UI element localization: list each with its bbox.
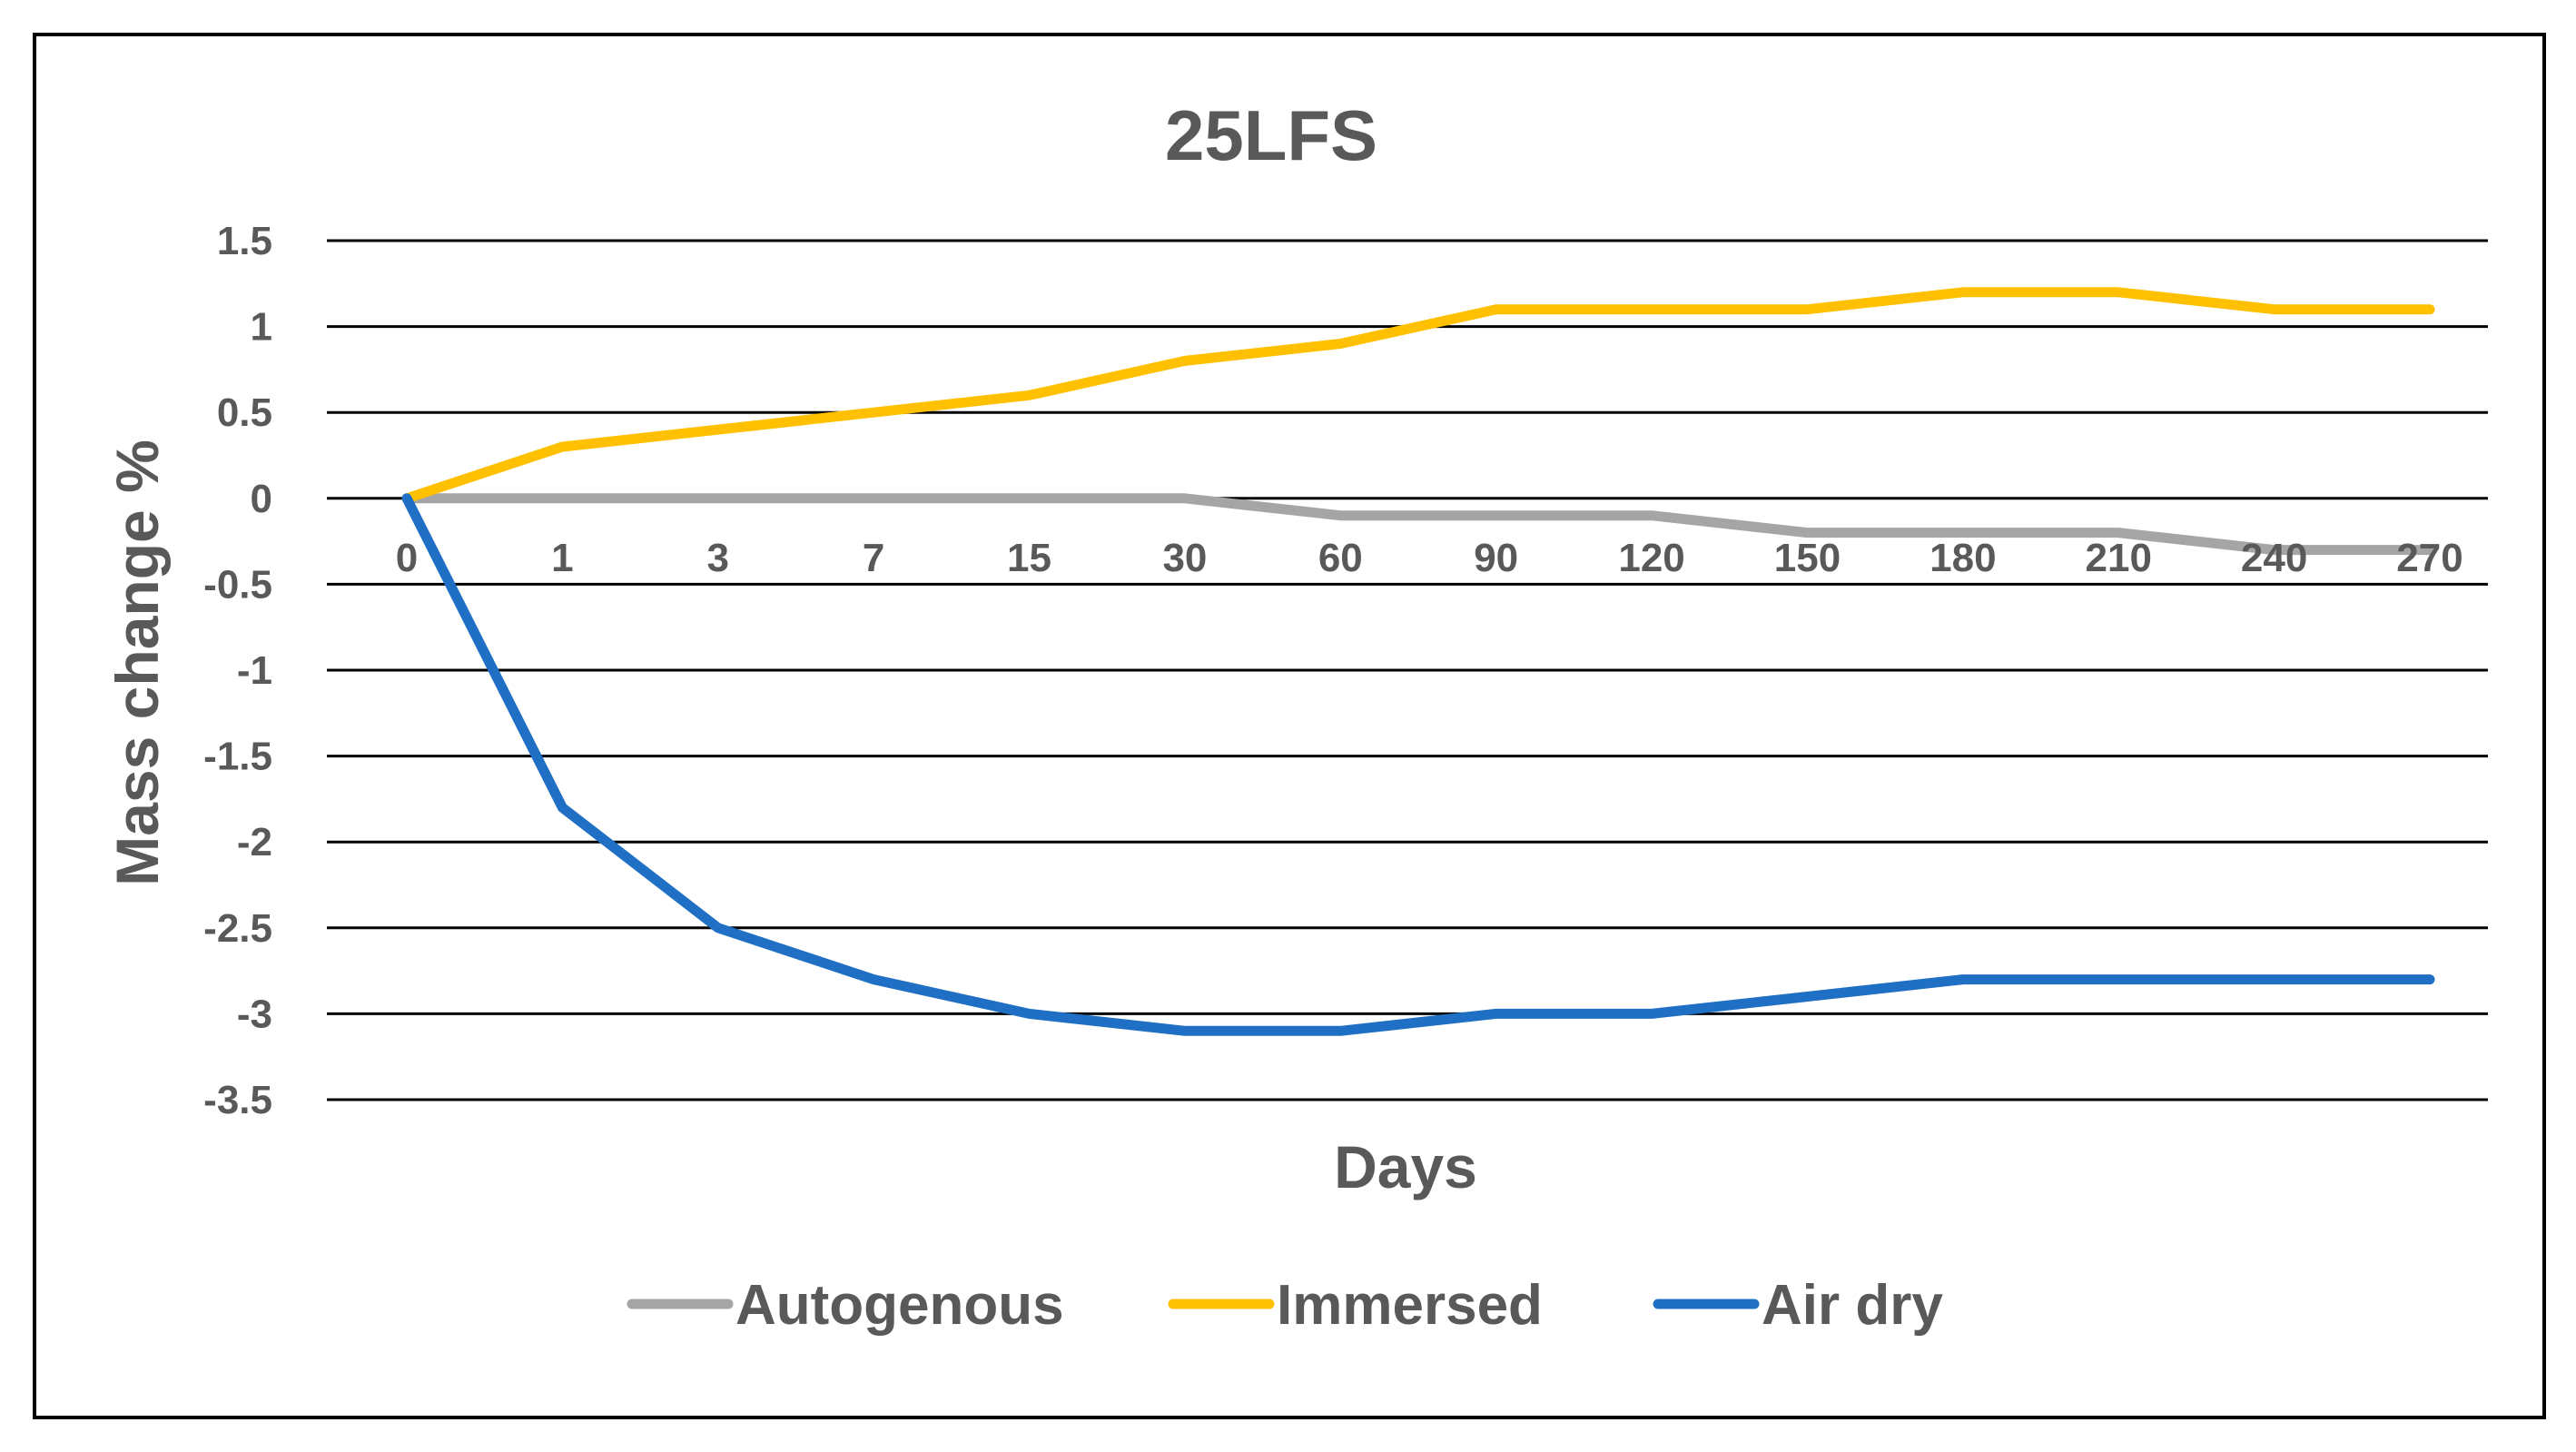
y-tick-label: -2	[237, 820, 272, 864]
x-tick-label: 30	[1162, 536, 1207, 580]
line-chart: 1.5 1 0.5 0 -0.5 -1 -1.5 -2 -2.5 -3 -3.5 0 1 3 7 15 30 6…	[104, 95, 2488, 1337]
x-tick-label: 60	[1318, 536, 1363, 580]
y-tick-label: -3.5	[203, 1078, 272, 1122]
series-line-air-dry	[401, 493, 2435, 1036]
y-tick-label: -0.5	[203, 562, 272, 607]
chart-frame: 1.5 1 0.5 0 -0.5 -1 -1.5 -2 -2.5 -3 -3.5 0 1 3 7 15 30 6…	[33, 33, 2546, 1419]
x-tick-label: 240	[2241, 536, 2307, 580]
x-tick-label: 90	[1474, 536, 1518, 580]
y-axis-ticks: 1.5 1 0.5 0 -0.5 -1 -1.5 -2 -2.5 -3 -3.5	[203, 219, 272, 1122]
legend-label: Immersed	[1277, 1274, 1543, 1337]
series-line-autogenous	[401, 493, 2435, 556]
x-tick-label: 180	[1930, 536, 1996, 580]
x-tick-label: 120	[1618, 536, 1684, 580]
y-axis-title: Mass change %	[104, 440, 171, 886]
y-tick-label: -3	[237, 992, 272, 1036]
gridlines	[327, 239, 2488, 1101]
legend-label: Air dry	[1762, 1274, 1943, 1337]
series-line-immersed	[401, 287, 2435, 504]
y-tick-label: 0.5	[217, 390, 272, 435]
y-tick-label: 0	[251, 477, 272, 521]
y-tick-label: -1.5	[203, 735, 272, 779]
series-lines	[401, 287, 2435, 1036]
y-tick-label: 1.5	[217, 219, 272, 263]
x-tick-label: 3	[707, 536, 729, 580]
x-tick-label: 7	[863, 536, 884, 580]
x-axis-ticks: 0 1 3 7 15 30 60 90 120 150 180 210 240 270	[396, 536, 2463, 580]
x-tick-label: 210	[2086, 536, 2152, 580]
x-tick-label: 0	[396, 536, 418, 580]
y-tick-label: -2.5	[203, 906, 272, 951]
legend-label: Autogenous	[735, 1274, 1064, 1337]
y-tick-label: 1	[251, 305, 272, 350]
x-tick-label: 150	[1774, 536, 1841, 580]
y-tick-label: -1	[237, 648, 272, 693]
x-tick-label: 1	[551, 536, 573, 580]
x-tick-label: 270	[2396, 536, 2462, 580]
x-tick-label: 15	[1007, 536, 1051, 580]
chart-title: 25LFS	[1165, 95, 1377, 175]
x-axis-title: Days	[1334, 1133, 1477, 1200]
legend: Autogenous Immersed Air dry	[627, 1274, 1943, 1337]
